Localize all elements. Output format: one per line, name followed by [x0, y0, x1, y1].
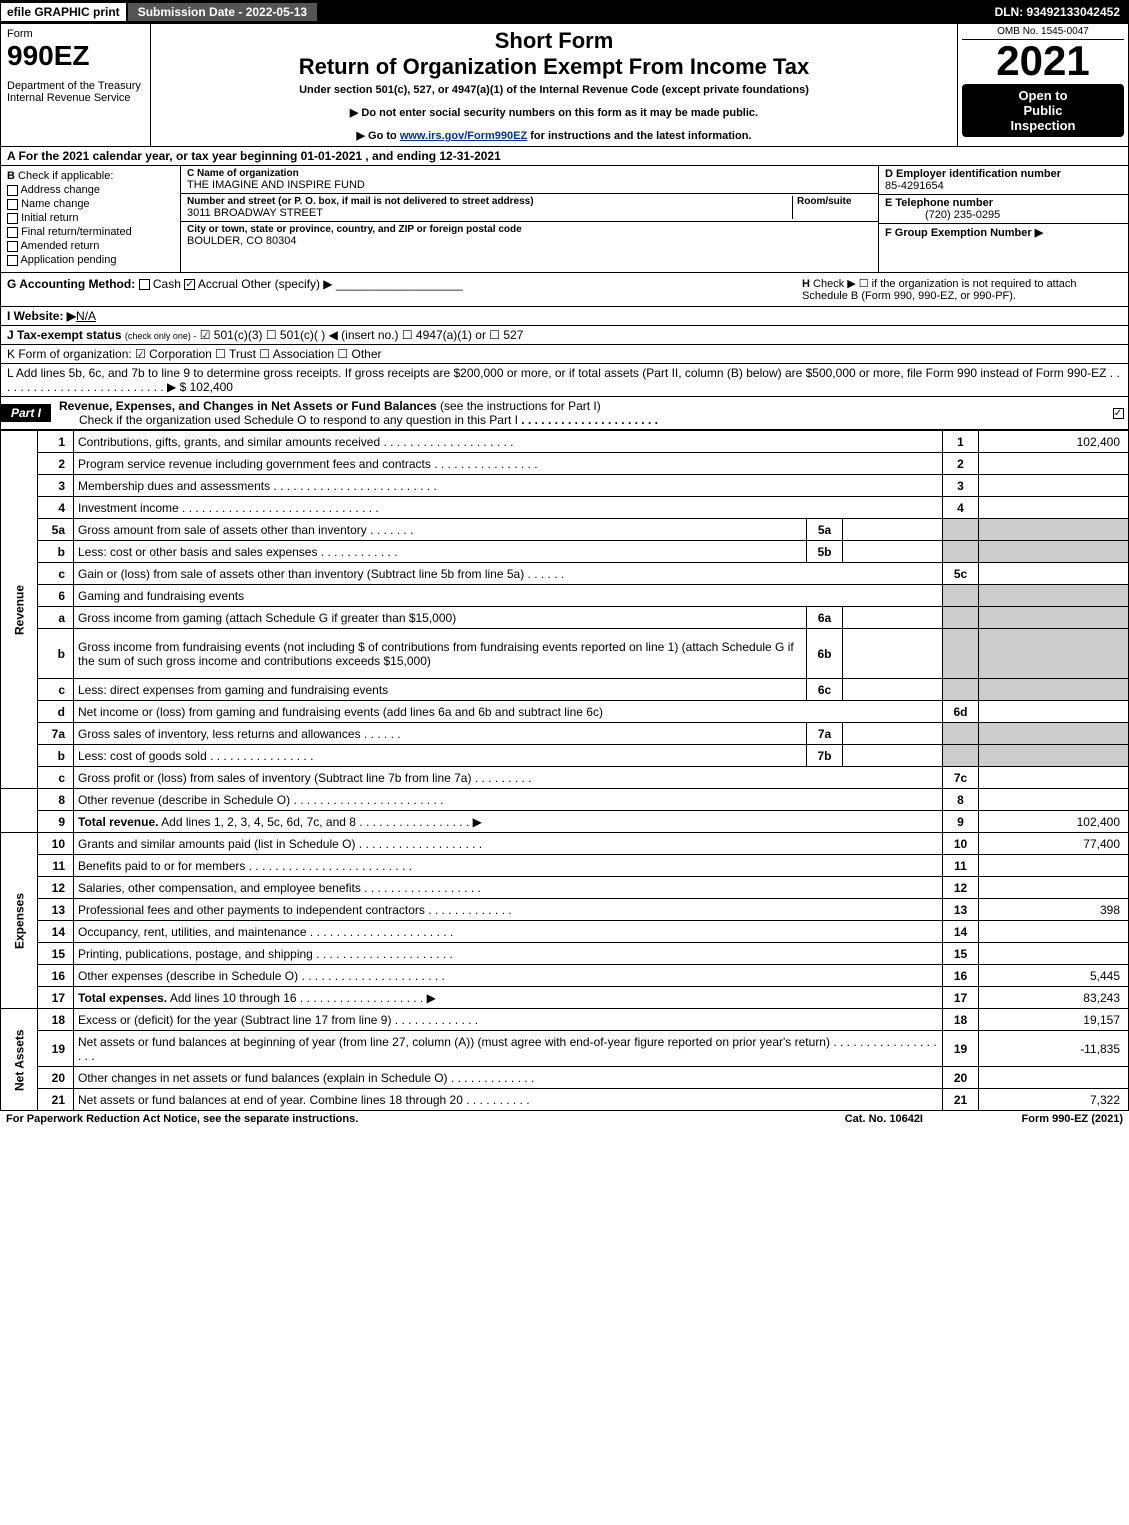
- form-number: 990EZ: [7, 40, 144, 72]
- row-g-h: G Accounting Method: Cash Accrual Other …: [0, 273, 1129, 307]
- efile-label[interactable]: efile GRAPHIC print: [1, 3, 128, 21]
- net-assets-side-label: Net Assets: [1, 1009, 38, 1111]
- phone-value: (720) 235-0295: [885, 209, 1000, 221]
- line-21-amount: 7,322: [979, 1089, 1129, 1111]
- form-header: Form 990EZ Department of the Treasury In…: [0, 24, 1129, 147]
- addr-label: Number and street (or P. O. box, if mail…: [187, 196, 792, 207]
- part-i-tab: Part I: [1, 404, 51, 422]
- revenue-side-label: Revenue: [1, 431, 38, 789]
- inspection-box: Open to Public Inspection: [962, 84, 1124, 137]
- city-label: City or town, state or province, country…: [187, 224, 872, 235]
- chk-cash[interactable]: [139, 279, 150, 290]
- chk-accrual[interactable]: [184, 279, 195, 290]
- row-l-gross-receipts: L Add lines 5b, 6c, and 7b to line 9 to …: [0, 364, 1129, 397]
- section-c: C Name of organization THE IMAGINE AND I…: [181, 166, 878, 272]
- website-value: N/A: [76, 309, 96, 323]
- org-city: BOULDER, CO 80304: [187, 235, 872, 247]
- submission-date: Submission Date - 2022-05-13: [128, 3, 319, 21]
- row-j-tax-exempt: J Tax-exempt status (check only one) - ☑…: [0, 326, 1129, 345]
- line-9-total-revenue: 102,400: [979, 811, 1129, 833]
- form-label: Form: [7, 28, 144, 40]
- part-i-table: Revenue 1Contributions, gifts, grants, a…: [0, 430, 1129, 1111]
- page-footer: For Paperwork Reduction Act Notice, see …: [0, 1111, 1129, 1127]
- expenses-side-label: Expenses: [1, 833, 38, 1009]
- org-name-label: C Name of organization: [187, 168, 872, 179]
- tax-year: 2021: [962, 40, 1124, 82]
- chk-initial-return[interactable]: Initial return: [7, 212, 174, 224]
- section-bcd: B Check if applicable: Address change Na…: [0, 166, 1129, 273]
- chk-address-change[interactable]: Address change: [7, 184, 174, 196]
- section-def: D Employer identification number 85-4291…: [878, 166, 1128, 272]
- chk-application-pending[interactable]: Application pending: [7, 254, 174, 266]
- ein-value: 85-4291654: [885, 180, 944, 192]
- part-i-header: Part I Revenue, Expenses, and Changes in…: [0, 397, 1129, 430]
- dept-treasury: Department of the Treasury: [7, 80, 144, 92]
- gross-receipts-amount: ▶ $ 102,400: [167, 380, 233, 394]
- irs-link[interactable]: www.irs.gov/Form990EZ: [400, 130, 527, 142]
- line-17-total-expenses: 83,243: [979, 987, 1129, 1009]
- line-13-amount: 398: [979, 899, 1129, 921]
- line-19-amount: -11,835: [979, 1031, 1129, 1067]
- paperwork-notice: For Paperwork Reduction Act Notice, see …: [6, 1113, 845, 1125]
- row-a-taxyear: A For the 2021 calendar year, or tax yea…: [0, 147, 1129, 166]
- goto-note: ▶ Go to www.irs.gov/Form990EZ for instru…: [159, 129, 949, 142]
- chk-amended-return[interactable]: Amended return: [7, 240, 174, 252]
- title-return: Return of Organization Exempt From Incom…: [159, 54, 949, 80]
- dln-label: DLN: 93492133042452: [987, 3, 1128, 21]
- title-short-form: Short Form: [159, 28, 949, 54]
- catalog-number: Cat. No. 10642I: [845, 1113, 923, 1125]
- org-address: 3011 BROADWAY STREET: [187, 207, 792, 219]
- part-i-schedule-o-checkbox[interactable]: [1113, 408, 1124, 419]
- ein-label: D Employer identification number: [885, 168, 1061, 180]
- group-exemption-label: F Group Exemption Number ▶: [885, 227, 1043, 239]
- line-16-amount: 5,445: [979, 965, 1129, 987]
- org-name: THE IMAGINE AND INSPIRE FUND: [187, 179, 872, 191]
- chk-final-return[interactable]: Final return/terminated: [7, 226, 174, 238]
- ssn-note: ▶ Do not enter social security numbers o…: [159, 106, 949, 119]
- chk-name-change[interactable]: Name change: [7, 198, 174, 210]
- top-bar: efile GRAPHIC print Submission Date - 20…: [0, 0, 1129, 24]
- phone-label: E Telephone number: [885, 197, 993, 209]
- section-b: B Check if applicable: Address change Na…: [1, 166, 181, 272]
- h-text: Check ▶ ☐ if the organization is not req…: [802, 278, 1077, 302]
- line-10-amount: 77,400: [979, 833, 1129, 855]
- under-section: Under section 501(c), 527, or 4947(a)(1)…: [159, 84, 949, 96]
- line-1-amount: 102,400: [979, 431, 1129, 453]
- form-id: Form 990-EZ (2021): [923, 1113, 1123, 1125]
- room-label: Room/suite: [797, 196, 872, 207]
- line-18-amount: 19,157: [979, 1009, 1129, 1031]
- row-k-form-org: K Form of organization: ☑ Corporation ☐ …: [0, 345, 1129, 364]
- irs-label: Internal Revenue Service: [7, 92, 144, 104]
- row-i-website: I Website: ▶N/A: [0, 307, 1129, 326]
